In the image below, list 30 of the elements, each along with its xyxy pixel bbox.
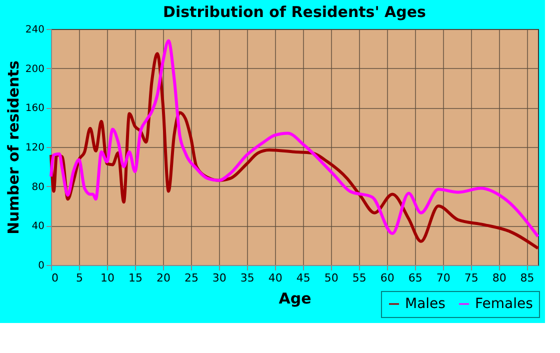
x-tick-label: 75 bbox=[464, 272, 478, 284]
x-tick-label: 45 bbox=[296, 272, 310, 284]
y-tick-label: 200 bbox=[25, 64, 44, 75]
y-tick-label: 120 bbox=[25, 142, 44, 154]
x-tick-label: 40 bbox=[268, 272, 282, 284]
y-tick-label: 240 bbox=[25, 24, 44, 36]
x-tick-label: 55 bbox=[352, 272, 366, 284]
x-tick-label: 80 bbox=[492, 272, 506, 284]
y-tick-label: 40 bbox=[32, 221, 44, 232]
x-tick-label: 35 bbox=[240, 272, 254, 284]
x-tick-label: 30 bbox=[212, 272, 226, 284]
y-axis-title: Number of residents bbox=[4, 60, 22, 234]
x-tick-label: 20 bbox=[156, 272, 170, 284]
x-tick-label: 15 bbox=[128, 272, 142, 284]
x-tick-label: 70 bbox=[436, 272, 450, 284]
x-tick-label: 65 bbox=[408, 272, 422, 284]
x-tick-label: 50 bbox=[324, 272, 338, 284]
x-tick-label: 5 bbox=[76, 272, 83, 284]
y-tick-label: 0 bbox=[38, 260, 44, 272]
legend-label: Males bbox=[405, 296, 446, 312]
y-tick-label: 160 bbox=[25, 103, 44, 114]
x-tick-label: 25 bbox=[184, 272, 198, 284]
legend-label: Females bbox=[475, 296, 533, 312]
chart-title: Distribution of Residents' Ages bbox=[163, 3, 426, 21]
x-tick-label: 10 bbox=[100, 272, 114, 284]
x-axis-title: Age bbox=[278, 290, 312, 308]
x-tick-label: 0 bbox=[52, 272, 58, 284]
x-tick-label: 60 bbox=[380, 272, 394, 284]
x-tick-label: 85 bbox=[520, 272, 534, 284]
y-tick-label: 80 bbox=[32, 182, 44, 193]
